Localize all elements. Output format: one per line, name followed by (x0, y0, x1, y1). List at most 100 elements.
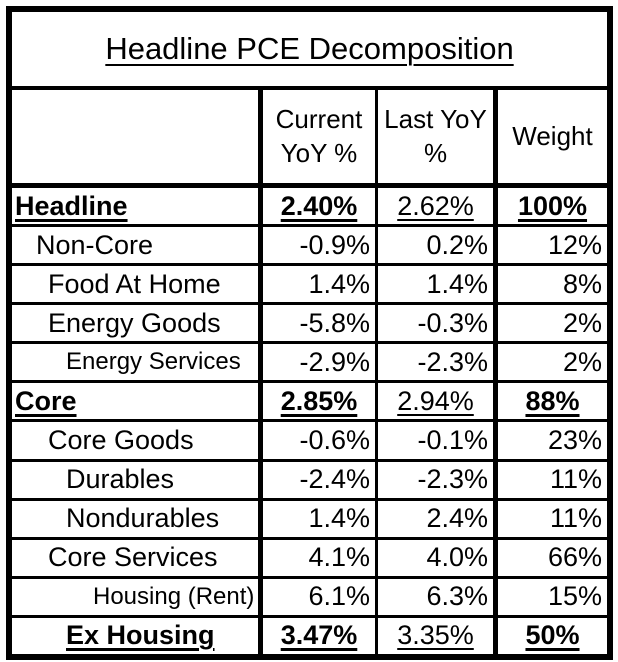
table-row-ex-housing: Ex Housing 3.47% 3.35% 50% (12, 614, 607, 654)
row-last-yoy-value: -0.1% (417, 425, 488, 455)
row-label-cell: Non-Core (12, 227, 258, 263)
row-last-yoy-cell: -2.3% (375, 461, 493, 498)
table-row-non-core: Non-Core -0.9% 0.2% 12% (12, 224, 607, 264)
row-weight-value: 11% (549, 503, 602, 534)
row-last-yoy-cell: 3.35% (375, 617, 493, 654)
row-label-cell: Food At Home (12, 266, 258, 302)
row-label: Core (15, 385, 77, 416)
row-last-yoy-value: 4.0% (426, 542, 488, 573)
row-current-yoy-value: -2.9% (299, 346, 370, 377)
row-current-yoy-value: -5.8% (299, 307, 370, 338)
row-current-yoy-value: -2.4% (299, 464, 370, 495)
row-label: Headline (15, 190, 128, 221)
row-last-yoy-cell: -2.3% (375, 344, 493, 381)
table-title-cell: Headline PCE Decomposition (12, 12, 607, 90)
row-last-yoy-value: -0.3% (417, 307, 488, 338)
row-weight-value: 8% (562, 268, 602, 299)
row-label-cell: Nondurables (12, 501, 258, 537)
row-current-yoy-cell: 4.1% (258, 539, 375, 576)
header-cell-weight: Weight (493, 90, 607, 183)
header-cell-current-yoy: Current YoY % (258, 90, 375, 183)
row-last-yoy-cell: 6.3% (375, 578, 493, 615)
row-label: Durables (66, 464, 175, 495)
row-current-yoy-cell: -5.8% (258, 305, 375, 342)
row-weight-value: 100% (517, 190, 588, 221)
row-weight-cell: 23% (493, 422, 607, 459)
row-current-yoy-cell: 2.85% (258, 383, 375, 420)
row-last-yoy-value: 6.3% (426, 581, 488, 612)
row-weight-value: 66% (547, 542, 602, 573)
row-weight-value: 2% (562, 307, 602, 338)
row-label-cell: Headline (12, 188, 258, 224)
row-weight-value: 11% (549, 464, 602, 495)
row-current-yoy-cell: -0.6% (258, 422, 375, 459)
row-current-yoy-value: 3.47% (280, 620, 358, 651)
row-weight-value: 88% (525, 385, 580, 416)
row-label-cell: Core (12, 383, 258, 419)
table-body: Headline 2.40% 2.62% 100% Non-Core -0.9%… (12, 188, 607, 654)
row-last-yoy-value: 1.4% (426, 268, 488, 299)
row-label: Ex Housing (66, 620, 215, 651)
row-label-cell: Energy Services (12, 344, 258, 380)
row-weight-cell: 8% (493, 266, 607, 303)
pce-decomposition-table: Headline PCE Decomposition Current YoY %… (6, 6, 613, 660)
row-last-yoy-value: -2.3% (417, 346, 488, 377)
row-label-cell: Core Services (12, 540, 258, 576)
header-cell-label (12, 90, 258, 183)
row-last-yoy-cell: -0.3% (375, 305, 493, 342)
row-last-yoy-value: -2.3% (417, 464, 488, 495)
row-weight-cell: 88% (493, 383, 607, 420)
row-label-cell: Core Goods (12, 422, 258, 458)
table-row-core: Core 2.85% 2.94% 88% (12, 380, 607, 420)
row-last-yoy-cell: 0.2% (375, 227, 493, 264)
row-current-yoy-cell: -2.4% (258, 461, 375, 498)
row-current-yoy-value: -0.9% (299, 229, 370, 260)
table-row-energy-services: Energy Services -2.9% -2.3% 2% (12, 341, 607, 381)
row-current-yoy-value: 2.85% (280, 385, 358, 416)
row-label: Non-Core (36, 229, 154, 260)
table-header-row: Current YoY % Last YoY % Weight (12, 90, 607, 188)
row-current-yoy-cell: -0.9% (258, 227, 375, 264)
row-weight-cell: 66% (493, 539, 607, 576)
row-current-yoy-cell: 1.4% (258, 266, 375, 303)
row-last-yoy-value: 3.35% (397, 620, 474, 651)
table-row-core-goods: Core Goods -0.6% -0.1% 23% (12, 419, 607, 459)
row-last-yoy-value: 2.62% (397, 190, 474, 221)
row-current-yoy-value: 4.1% (308, 542, 370, 573)
row-current-yoy-cell: 2.40% (258, 188, 375, 225)
table-row-core-services: Core Services 4.1% 4.0% 66% (12, 536, 607, 576)
row-weight-cell: 2% (493, 305, 607, 342)
row-current-yoy-value: -0.6% (299, 425, 370, 455)
row-weight-value: 2% (562, 346, 602, 377)
row-last-yoy-value: 2.94% (397, 385, 474, 416)
row-last-yoy-cell: -0.1% (375, 422, 493, 459)
row-last-yoy-value: 2.4% (426, 503, 488, 534)
row-last-yoy-value: 0.2% (426, 229, 488, 260)
row-label: Energy Services (66, 348, 241, 376)
row-weight-cell: 11% (493, 461, 607, 498)
row-label-cell: Energy Goods (12, 305, 258, 341)
row-weight-cell: 11% (493, 500, 607, 537)
row-current-yoy-value: 6.1% (308, 581, 370, 612)
row-label-cell: Ex Housing (12, 618, 258, 654)
row-current-yoy-cell: 1.4% (258, 500, 375, 537)
row-label: Food At Home (48, 268, 221, 299)
row-current-yoy-value: 2.40% (280, 190, 358, 221)
row-current-yoy-value: 1.4% (308, 503, 370, 534)
row-last-yoy-cell: 4.0% (375, 539, 493, 576)
row-last-yoy-cell: 1.4% (375, 266, 493, 303)
row-weight-value: 23% (547, 425, 602, 455)
row-label: Core Goods (48, 425, 194, 455)
row-weight-cell: 50% (493, 617, 607, 654)
row-current-yoy-cell: -2.9% (258, 344, 375, 381)
row-weight-cell: 100% (493, 188, 607, 225)
row-label: Nondurables (66, 503, 220, 534)
row-label-cell: Durables (12, 462, 258, 498)
row-weight-value: 12% (547, 229, 602, 260)
table-row-nondurables: Nondurables 1.4% 2.4% 11% (12, 497, 607, 537)
row-last-yoy-cell: 2.62% (375, 188, 493, 225)
row-label-cell: Housing (Rent) (12, 579, 258, 615)
table-row-headline: Headline 2.40% 2.62% 100% (12, 188, 607, 225)
row-current-yoy-value: 1.4% (308, 268, 370, 299)
